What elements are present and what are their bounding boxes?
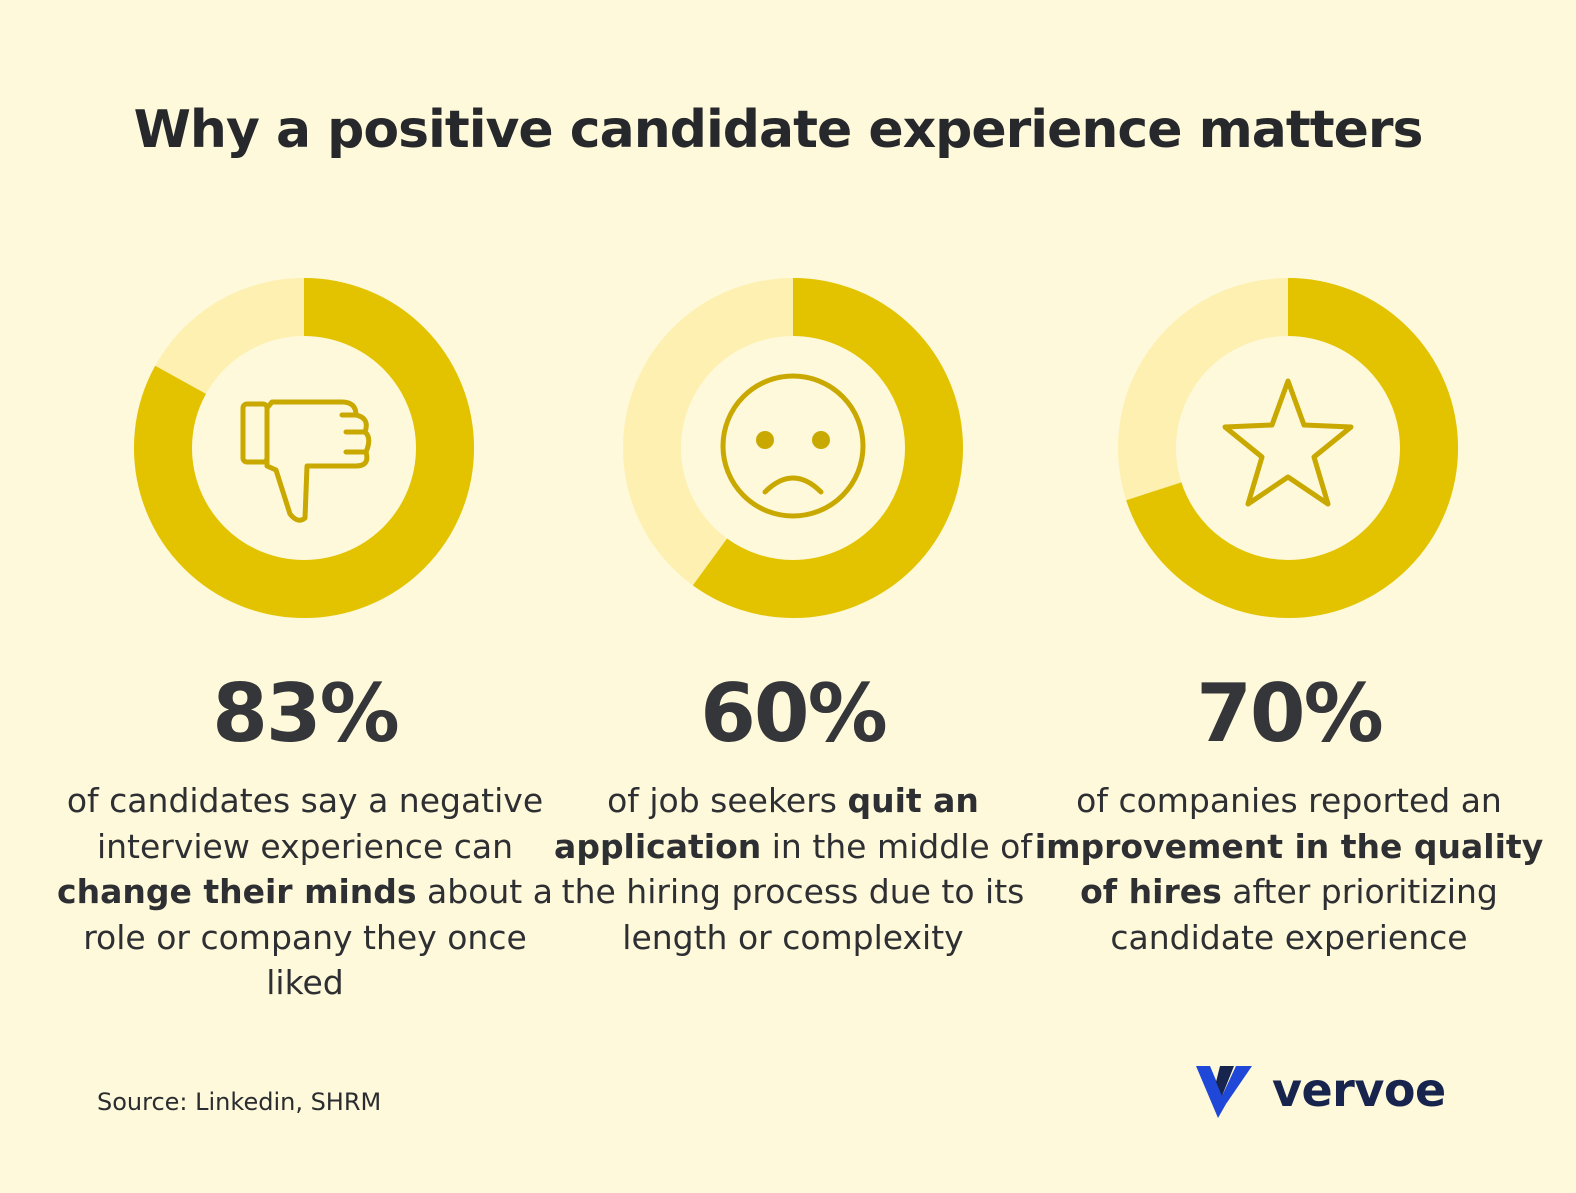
star-icon	[1222, 378, 1354, 507]
description-text: of candidates say a negative interview e…	[66, 781, 544, 866]
thumbs-down-icon	[240, 399, 372, 523]
sad-face-icon	[720, 373, 866, 519]
description-text: of job seekers	[607, 781, 848, 820]
sad-face-eye-right	[812, 431, 830, 449]
logo-wordmark: vervoe	[1272, 1063, 1446, 1117]
source-note: Source: Linkedin, SHRM	[97, 1088, 382, 1116]
donut-svg	[623, 278, 963, 618]
description-emphasis: quit an application	[554, 781, 979, 866]
donut-value-arc	[623, 278, 963, 618]
description-text: of companies reported an	[1076, 781, 1502, 820]
sad-face-eye-left	[756, 431, 774, 449]
description-emphasis: improvement in the quality of hires	[1034, 826, 1544, 912]
stat-description: of candidates say a negative interview e…	[50, 778, 560, 1006]
stat-percentage: 70%	[1196, 667, 1383, 760]
donut-chart	[134, 278, 474, 618]
vervoe-v-logo-icon	[1196, 1066, 1252, 1118]
stat-percentage: 83%	[212, 667, 399, 760]
stat-percentage: 60%	[700, 667, 887, 760]
description-emphasis: change their minds	[57, 872, 417, 911]
description-text: in the middle of the hiring process due …	[561, 826, 1032, 957]
donut-svg	[1118, 278, 1458, 618]
description-text: about a role or company they once liked	[83, 872, 553, 1002]
page-title: Why a positive candidate experience matt…	[133, 100, 1424, 160]
description-text: after prioritizing candidate experience	[1110, 872, 1498, 957]
stat-description: of companies reported an improvement in …	[1034, 778, 1544, 960]
donut-chart	[623, 278, 963, 618]
donut-svg	[134, 278, 474, 618]
donut-value-arc	[1118, 278, 1458, 618]
stat-description: of job seekers quit an application in th…	[538, 778, 1048, 960]
donut-chart	[1118, 278, 1458, 618]
vervoe-logo[interactable]: vervoe	[1196, 1062, 1476, 1122]
donut-value-arc	[134, 278, 474, 618]
